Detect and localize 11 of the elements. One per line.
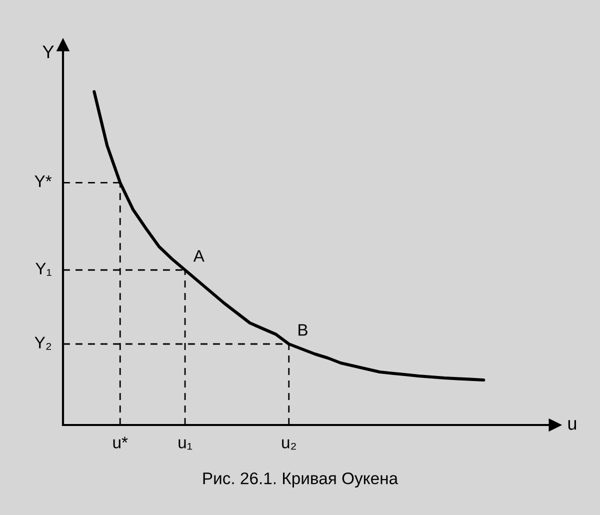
x-tick-label: u₁ [178, 439, 192, 450]
y-axis-title: Y [42, 46, 54, 58]
ref-line-label: Y* [34, 176, 52, 187]
x-tick-label: u₂ [282, 439, 296, 450]
x-axis-title: u [568, 420, 576, 430]
text: Рис. 26.1. Кривая Оукена [203, 472, 398, 488]
ref-line-label: Y₂ [34, 336, 52, 350]
annotation: A [193, 250, 204, 262]
x-tick-label: u* [113, 436, 128, 448]
ref-line-label: Y₁ [36, 262, 52, 276]
annotation: B [298, 324, 308, 336]
